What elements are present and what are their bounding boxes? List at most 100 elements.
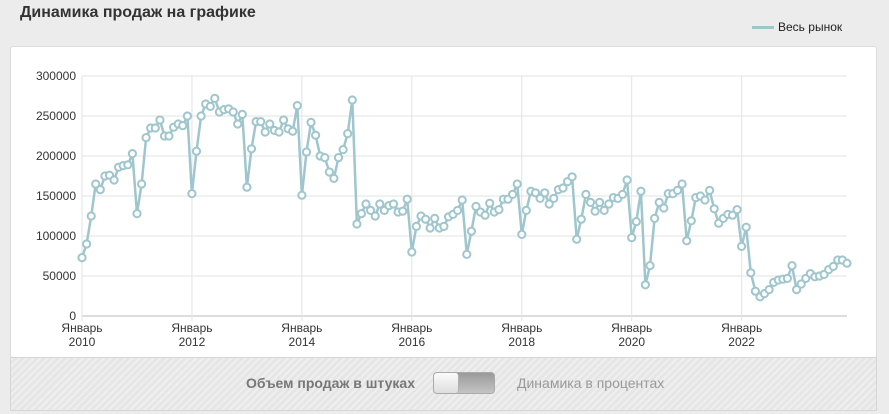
y-tick-label: 150000 [36, 189, 76, 203]
view-mode-toggle[interactable] [433, 372, 495, 394]
data-point [132, 209, 142, 219]
data-point [453, 205, 463, 215]
data-point [352, 219, 362, 229]
data-point [622, 175, 632, 185]
data-point [727, 210, 738, 220]
data-point [205, 101, 215, 112]
data-point [347, 95, 357, 105]
data-point [297, 190, 307, 200]
data-point [178, 121, 188, 131]
toggle-knob[interactable] [434, 373, 459, 393]
x-tick-label: Январь [61, 321, 102, 335]
data-point [155, 115, 165, 125]
data-point [182, 111, 192, 121]
data-point [764, 285, 774, 295]
data-point [494, 205, 504, 215]
data-point [375, 199, 385, 209]
x-tick-label: 2014 [289, 335, 316, 349]
data-point [631, 217, 641, 227]
x-tick-label: 2020 [618, 335, 645, 349]
data-point [210, 93, 220, 104]
data-point [650, 213, 660, 223]
data-point [356, 209, 366, 219]
data-point [792, 285, 802, 295]
y-tick-label: 0 [69, 309, 76, 323]
data-point [292, 101, 302, 111]
data-point [187, 189, 197, 199]
data-point [301, 147, 312, 157]
data-point [558, 183, 568, 193]
data-point [659, 203, 669, 213]
percent-mode-label[interactable]: Динамика в процентах [517, 375, 665, 391]
data-point [796, 279, 806, 289]
data-point [485, 198, 495, 208]
data-point [127, 149, 138, 159]
y-tick-label: 300000 [36, 69, 76, 83]
data-point [311, 130, 321, 140]
data-point [787, 261, 797, 271]
data-point [366, 205, 376, 215]
page-title: Динамика продаж на графике [20, 4, 256, 21]
data-point [544, 199, 554, 209]
data-point [828, 261, 838, 271]
data-point [737, 241, 747, 251]
x-tick-label: Январь [721, 321, 762, 335]
data-point [645, 261, 655, 271]
data-point [627, 233, 637, 243]
volume-mode-label[interactable]: Объем продаж в штуках [245, 375, 415, 391]
data-point [407, 247, 417, 257]
data-point [741, 222, 751, 232]
data-point [109, 175, 119, 185]
data-point [842, 258, 852, 268]
data-point [402, 194, 412, 204]
data-point [421, 214, 431, 224]
data-point [91, 179, 101, 189]
data-point [361, 199, 371, 209]
data-point [585, 197, 596, 207]
data-point [86, 211, 96, 221]
view-mode-bar: Объем продаж в штуках Динамика в процент… [10, 357, 877, 411]
y-tick-label: 50000 [43, 269, 77, 283]
data-point [137, 179, 147, 189]
data-point [590, 206, 600, 216]
x-tick-label: Январь [501, 321, 542, 335]
x-tick-label: 2016 [398, 335, 425, 349]
data-point [466, 226, 476, 236]
data-point [306, 117, 316, 128]
data-point [521, 205, 531, 215]
data-point [480, 210, 490, 220]
y-tick-label: 100000 [36, 229, 76, 243]
data-point [517, 229, 527, 239]
data-point [581, 189, 591, 199]
data-point [709, 204, 719, 214]
data-point [256, 117, 266, 127]
data-point [617, 189, 628, 199]
data-point [654, 197, 664, 207]
data-point [604, 199, 614, 209]
data-point [388, 199, 399, 209]
data-point [549, 193, 559, 203]
x-tick-label: 2012 [179, 335, 206, 349]
data-point [462, 249, 472, 259]
chart-legend[interactable]: Весь рынок [752, 20, 842, 34]
data-point [567, 172, 577, 182]
data-point [279, 115, 289, 125]
data-point [705, 185, 715, 195]
data-point [343, 129, 353, 139]
data-point [672, 185, 683, 195]
data-point [370, 211, 380, 221]
data-point [398, 206, 408, 216]
data-point [686, 216, 696, 226]
y-tick-label: 200000 [36, 149, 76, 163]
data-point [430, 213, 440, 223]
data-point [274, 127, 284, 137]
data-point [150, 123, 160, 133]
data-point [324, 167, 334, 177]
data-point [246, 144, 257, 154]
x-tick-label: 2022 [728, 335, 755, 349]
data-point [242, 182, 252, 192]
data-point [164, 131, 174, 141]
data-point [425, 223, 435, 233]
data-point [411, 221, 421, 231]
data-point [260, 127, 270, 137]
